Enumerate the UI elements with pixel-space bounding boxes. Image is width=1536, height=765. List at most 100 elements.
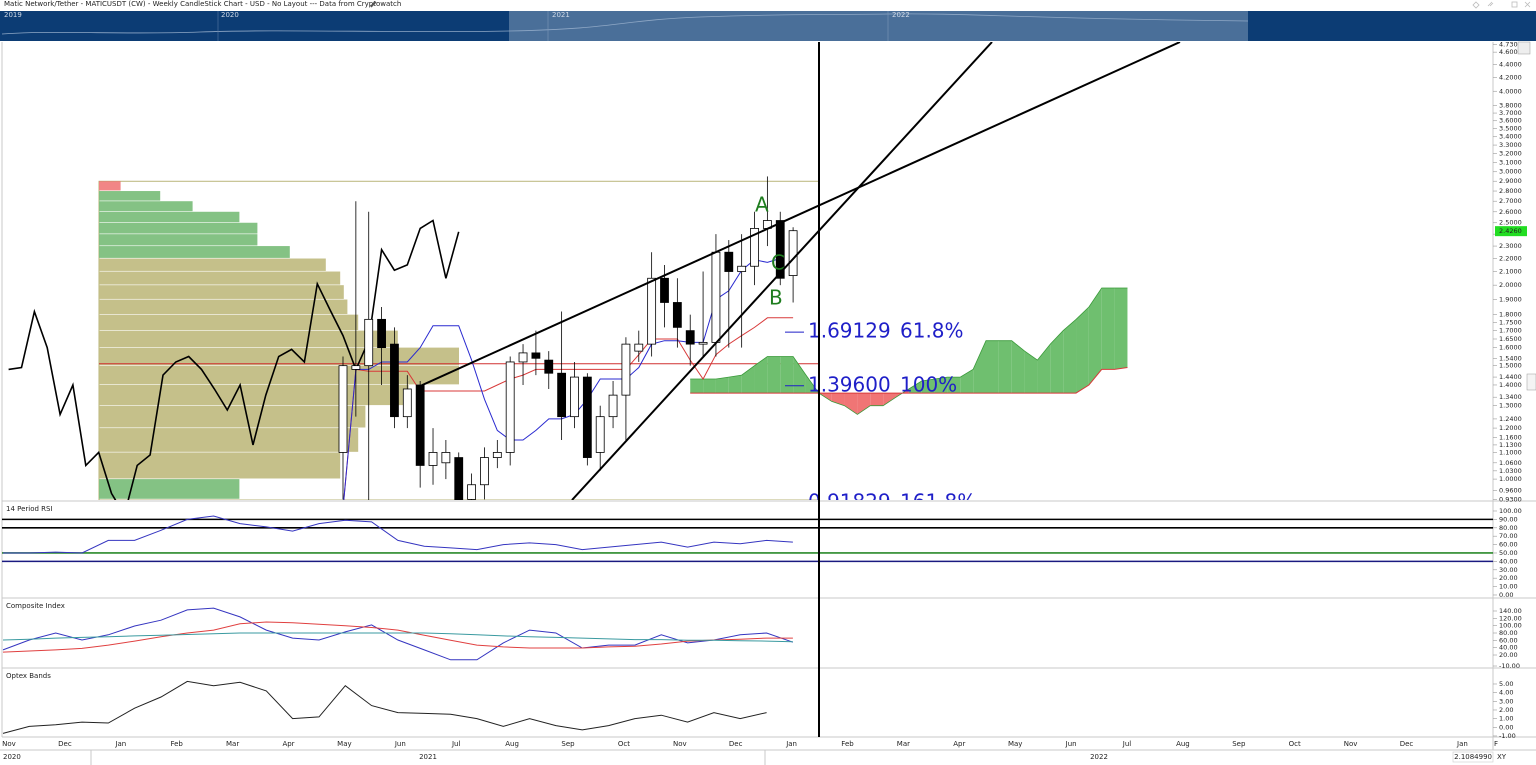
profile-bar bbox=[99, 211, 240, 223]
candle-body bbox=[505, 361, 515, 453]
navigator-selection[interactable] bbox=[509, 11, 1248, 41]
y-tick-label: 2.3000 bbox=[1499, 242, 1522, 250]
candle-body bbox=[338, 365, 348, 453]
y-tick-label: 1.1600 bbox=[1499, 434, 1522, 442]
y-tick-label: 140.00 bbox=[1499, 607, 1522, 615]
cloud-fill bbox=[857, 393, 871, 415]
profile-bar bbox=[99, 222, 258, 234]
y-tick-label: 30.00 bbox=[1499, 566, 1518, 574]
x-tick-label: Aug bbox=[505, 740, 519, 748]
x-tick-label: Oct bbox=[618, 740, 630, 748]
candle-body bbox=[467, 484, 477, 500]
x-tick-label: Feb bbox=[841, 740, 854, 748]
candle-body bbox=[390, 343, 399, 418]
x-tick-label: Jan bbox=[785, 740, 797, 748]
icon[interactable] bbox=[1487, 1, 1494, 7]
last-price-label: 2.4260 bbox=[1499, 227, 1522, 235]
edit-icon[interactable] bbox=[370, 1, 377, 8]
candle-body bbox=[634, 343, 644, 352]
profile-bar bbox=[99, 191, 161, 201]
window-icons bbox=[1472, 1, 1531, 9]
cloud-fill bbox=[690, 379, 704, 394]
candle-body bbox=[480, 457, 489, 486]
y-tick-label: 2.7000 bbox=[1499, 197, 1522, 205]
icon[interactable] bbox=[1511, 1, 1518, 8]
y-tick-label: 2.0000 bbox=[1499, 281, 1522, 289]
icon[interactable] bbox=[1472, 1, 1480, 9]
cloud-fill bbox=[1114, 287, 1128, 370]
y-tick-label: 40.00 bbox=[1499, 644, 1518, 652]
indicator-line bbox=[2, 680, 767, 734]
profile-bar bbox=[99, 384, 409, 406]
y-tick-label: 3.4000 bbox=[1499, 133, 1522, 141]
profile-bar bbox=[99, 246, 290, 258]
y-tick-label: 5.00 bbox=[1499, 680, 1513, 688]
cloud-fill bbox=[844, 393, 858, 415]
profile-bar bbox=[99, 258, 326, 271]
y-tick-label: 0.00 bbox=[1499, 591, 1513, 599]
profile-bar bbox=[99, 181, 121, 191]
cloud-fill bbox=[728, 375, 742, 394]
candle-body bbox=[454, 457, 464, 500]
icon[interactable] bbox=[1524, 1, 1531, 8]
candle-body bbox=[377, 318, 386, 349]
cloud-fill bbox=[793, 356, 806, 394]
y-tick-label: 120.00 bbox=[1499, 614, 1522, 622]
x-tick-label: Jan bbox=[1456, 740, 1468, 748]
cloud-fill bbox=[986, 340, 999, 394]
fib-price: 1.39600 bbox=[808, 372, 891, 396]
x-tick-label: Nov bbox=[1344, 740, 1358, 748]
x-tick-label: Aug bbox=[1176, 740, 1190, 748]
x-tick-label: Apr bbox=[953, 740, 965, 748]
candle-body bbox=[428, 452, 438, 466]
y-tick-label: 90.00 bbox=[1499, 515, 1518, 523]
x-tick-label: Sep bbox=[1232, 740, 1246, 748]
indicator-panels: 14 Period RSI Composite Index Optex Bands bbox=[2, 505, 1493, 734]
y-tick-label: 1.6500 bbox=[1499, 335, 1522, 343]
y-tick-label: 3.1000 bbox=[1499, 159, 1522, 167]
y-tick-label: 1.5400 bbox=[1499, 354, 1522, 362]
candle-body bbox=[621, 343, 631, 396]
cloud-fill bbox=[831, 393, 845, 406]
trend-line[interactable] bbox=[417, 42, 1181, 388]
y-tick-label: 1.7000 bbox=[1499, 327, 1522, 335]
last-price-tag bbox=[1495, 226, 1527, 237]
collapse-button[interactable] bbox=[1526, 373, 1536, 391]
y-tick-label: 60.00 bbox=[1499, 636, 1518, 644]
trend-line[interactable] bbox=[571, 42, 993, 500]
x-tick-label: Oct bbox=[1289, 740, 1301, 748]
x-year-label: 2020 bbox=[3, 753, 21, 761]
cloud-fill bbox=[1050, 330, 1064, 394]
profile-bar bbox=[99, 234, 258, 246]
lock-button[interactable] bbox=[1517, 41, 1531, 55]
candle-body bbox=[582, 376, 592, 458]
y-tick-label: 50.00 bbox=[1499, 549, 1518, 557]
y-tick-label: 1.0300 bbox=[1499, 467, 1522, 475]
y-tick-label: 1.3000 bbox=[1499, 402, 1522, 410]
wave-label: B bbox=[769, 286, 783, 310]
y-tick-label: 1.1300 bbox=[1499, 441, 1522, 449]
y-tick-label: 3.2000 bbox=[1499, 150, 1522, 158]
profile-bar bbox=[99, 479, 240, 499]
y-tick-label: 2.1000 bbox=[1499, 268, 1522, 276]
x-tick-label: Jun bbox=[394, 740, 406, 748]
y-tick-label: 4.6000 bbox=[1499, 48, 1522, 56]
y-tick-label: 1.3400 bbox=[1499, 393, 1522, 401]
y-tick-label: 1.2400 bbox=[1499, 415, 1522, 423]
candle-body bbox=[557, 372, 567, 418]
candle-body bbox=[402, 388, 412, 418]
cloud-span-a bbox=[690, 287, 1128, 415]
y-tick-label: 3.3000 bbox=[1499, 141, 1522, 149]
indicator-line bbox=[2, 621, 793, 653]
cloud-fill bbox=[1088, 287, 1102, 385]
y-tick-label: 1.7500 bbox=[1499, 319, 1522, 327]
y-tick-label: 2.5000 bbox=[1499, 219, 1522, 227]
xy-button[interactable]: XY bbox=[1497, 753, 1507, 761]
candle-body bbox=[788, 230, 798, 276]
cloud-fill bbox=[998, 340, 1012, 394]
y-tick-label: 1.9000 bbox=[1499, 296, 1522, 304]
y-tick-label: 80.00 bbox=[1499, 524, 1518, 532]
cursor-readout-box bbox=[1452, 751, 1494, 763]
y-tick-label: 3.0000 bbox=[1499, 168, 1522, 176]
navigator[interactable]: 2019 2020 2021 2022 bbox=[0, 11, 1536, 41]
